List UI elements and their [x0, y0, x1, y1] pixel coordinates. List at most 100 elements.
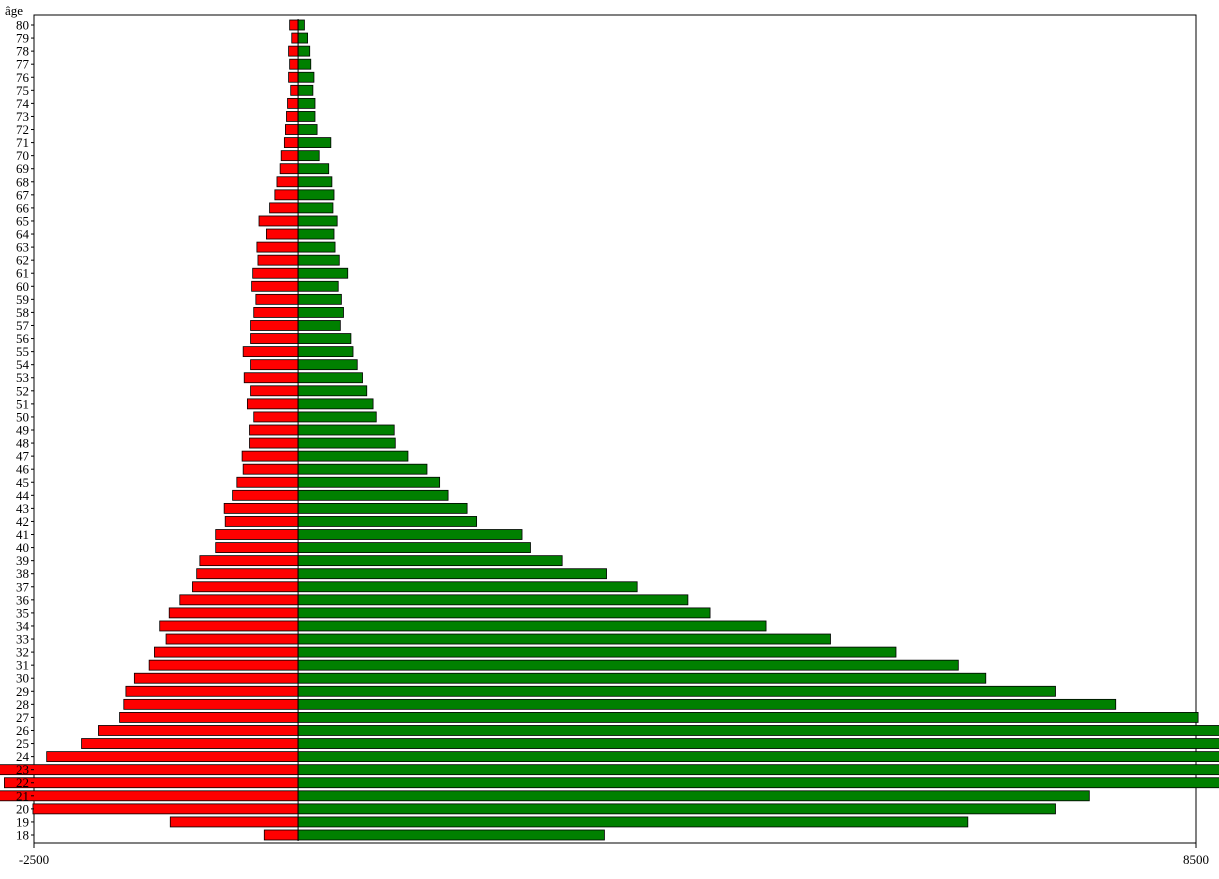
- bar-left-20: [32, 803, 299, 815]
- bar-right-46: [297, 463, 428, 475]
- bar-right-57: [297, 320, 341, 331]
- x-tick-label: -2500: [19, 852, 49, 867]
- bar-right-39: [297, 555, 563, 567]
- bar-left-22: [4, 777, 299, 789]
- bar-right-28: [297, 698, 1117, 710]
- bar-left-60: [251, 280, 299, 292]
- bar-right-53: [297, 372, 363, 384]
- bar-left-80: [289, 19, 299, 31]
- bar-left-19: [169, 816, 299, 828]
- y-tick-label: 64: [16, 227, 30, 242]
- y-tick-label: 50: [16, 409, 29, 424]
- y-tick-label: 76: [16, 70, 30, 85]
- bar-right-47: [297, 450, 409, 462]
- y-tick-label: 47: [16, 449, 30, 464]
- y-tick-label: 78: [16, 44, 29, 59]
- bar-left-21: [0, 790, 299, 802]
- bar-left-24: [46, 751, 299, 763]
- bar-left-58: [253, 307, 299, 318]
- bar-right-36: [297, 594, 689, 606]
- y-tick-label: 39: [16, 553, 29, 568]
- bar-right-45: [297, 476, 441, 488]
- bar-right-41: [297, 529, 523, 540]
- y-tick-label: 59: [16, 292, 29, 307]
- y-tick-label: 52: [16, 383, 29, 398]
- bar-right-51: [297, 398, 374, 410]
- bar-left-29: [125, 685, 299, 697]
- bar-left-25: [81, 738, 299, 749]
- bar-left-47: [241, 450, 299, 462]
- y-tick-label: 33: [16, 632, 29, 647]
- y-tick-label: 25: [16, 736, 29, 751]
- bar-right-58: [297, 307, 344, 318]
- bar-right-35: [297, 607, 711, 619]
- y-tick-label: 36: [16, 592, 30, 607]
- bar-right-67: [297, 189, 335, 201]
- bar-right-71: [297, 137, 332, 148]
- bar-left-76: [288, 71, 299, 83]
- bar-right-18: [297, 829, 605, 841]
- bar-right-44: [297, 489, 449, 501]
- y-tick-label: 80: [16, 18, 29, 33]
- bar-left-33: [165, 633, 299, 645]
- y-tick-label: 30: [16, 671, 29, 686]
- bar-right-32: [297, 646, 897, 658]
- bar-right-42: [297, 516, 478, 527]
- bar-left-55: [242, 346, 299, 358]
- bar-left-45: [236, 476, 299, 488]
- bar-left-53: [243, 372, 299, 384]
- y-tick-label: 35: [16, 605, 29, 620]
- y-tick-label: 34: [16, 618, 30, 633]
- bar-right-50: [297, 411, 377, 423]
- y-tick-label: 73: [16, 109, 29, 124]
- y-tick-label: 43: [16, 501, 29, 516]
- bar-right-65: [297, 215, 338, 227]
- y-tick-label: 22: [16, 775, 29, 790]
- y-tick-label: 20: [16, 801, 29, 816]
- y-tick-label: 38: [16, 566, 29, 581]
- bar-right-27: [297, 712, 1199, 723]
- bar-left-78: [288, 45, 299, 57]
- bar-right-56: [297, 333, 352, 344]
- bar-left-57: [250, 320, 299, 331]
- bar-left-73: [286, 111, 299, 122]
- y-tick-label: 31: [16, 658, 29, 673]
- bar-right-64: [297, 228, 335, 240]
- y-tick-label: 58: [16, 305, 29, 320]
- y-tick-label: 57: [16, 318, 30, 333]
- bar-left-43: [223, 502, 299, 514]
- bar-right-48: [297, 437, 396, 449]
- bar-right-24: [297, 751, 1219, 763]
- bar-left-71: [283, 137, 299, 148]
- y-tick-label: 55: [16, 344, 29, 359]
- bar-left-32: [154, 646, 299, 658]
- y-tick-label: 51: [16, 396, 29, 411]
- y-tick-label: 74: [16, 96, 30, 111]
- bar-right-22: [297, 777, 1219, 789]
- y-tick-label: 53: [16, 370, 29, 385]
- y-tick-label: 71: [16, 135, 29, 150]
- bar-left-67: [274, 189, 299, 201]
- bar-right-29: [297, 685, 1056, 697]
- bar-left-65: [258, 215, 299, 227]
- bar-right-38: [297, 568, 607, 580]
- bar-right-60: [297, 280, 339, 292]
- bar-right-33: [297, 633, 831, 645]
- y-axis-label: âge: [5, 3, 23, 18]
- bar-left-34: [159, 620, 299, 632]
- bar-left-54: [250, 359, 299, 371]
- bar-left-26: [98, 725, 299, 736]
- bar-left-38: [196, 568, 299, 580]
- bar-left-40: [215, 542, 299, 553]
- bar-left-51: [246, 398, 299, 410]
- bar-right-66: [297, 202, 334, 214]
- bar-left-56: [250, 333, 299, 344]
- bar-right-75: [297, 84, 314, 96]
- bar-right-43: [297, 502, 468, 514]
- y-tick-label: 79: [16, 31, 29, 46]
- bar-right-23: [297, 764, 1219, 776]
- x-ticks-group: -2500 8500: [19, 843, 1209, 867]
- bar-left-42: [224, 516, 299, 527]
- bar-left-62: [257, 254, 299, 266]
- y-tick-label: 41: [16, 527, 29, 542]
